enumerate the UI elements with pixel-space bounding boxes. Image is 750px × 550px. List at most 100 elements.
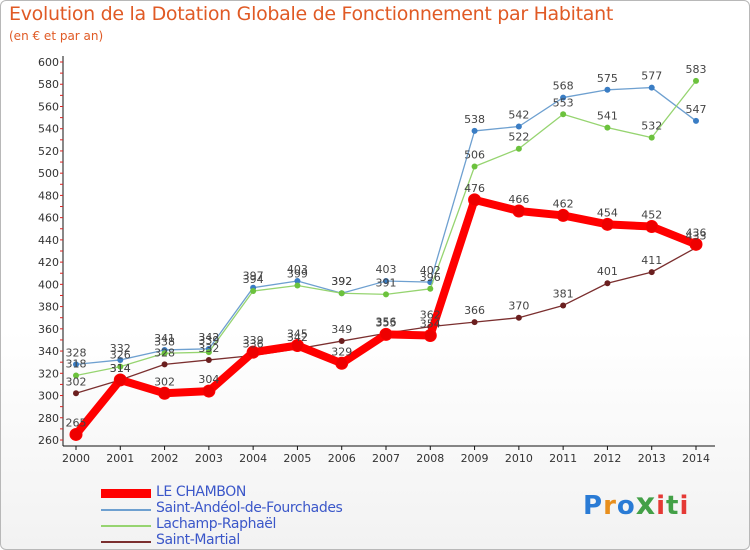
x-tick-label: 2012 — [593, 452, 621, 465]
y-tick-label: 380 — [38, 301, 59, 314]
data-point — [515, 123, 522, 130]
data-point — [338, 290, 345, 297]
data-label: 403 — [376, 263, 397, 276]
logo-letter: r — [603, 491, 617, 521]
data-label: 436 — [686, 226, 707, 239]
legend-label: LE CHAMBON — [156, 484, 246, 500]
y-tick-label: 400 — [38, 278, 59, 291]
data-label: 302 — [154, 375, 175, 388]
data-label: 362 — [420, 309, 441, 322]
data-point — [113, 373, 127, 387]
data-point — [471, 163, 478, 170]
data-label: 396 — [420, 271, 441, 284]
y-tick-label: 340 — [38, 345, 59, 358]
data-point — [69, 427, 83, 441]
data-point — [515, 314, 522, 321]
data-label: 339 — [198, 334, 219, 347]
x-tick-label: 2011 — [549, 452, 577, 465]
x-tick-label: 2013 — [638, 452, 666, 465]
data-label: 541 — [597, 110, 618, 123]
data-point — [73, 361, 79, 368]
data-point — [648, 84, 655, 91]
data-label: 329 — [331, 345, 352, 358]
x-tick-label: 2003 — [195, 452, 223, 465]
data-label: 577 — [641, 70, 662, 83]
data-label: 462 — [553, 197, 574, 210]
data-point — [604, 86, 611, 93]
data-point — [205, 356, 212, 363]
data-point — [379, 327, 393, 341]
y-tick-label: 360 — [38, 323, 59, 336]
data-label: 326 — [110, 349, 131, 362]
data-point — [604, 124, 611, 131]
data-label: 366 — [464, 304, 485, 317]
logo-letter: P — [583, 491, 604, 521]
data-label: 332 — [198, 342, 219, 355]
axes: 260 280 300 320 340 360 380 400 420 440 460 480 500 5… — [38, 56, 715, 465]
x-tick-label: 2007 — [372, 452, 400, 465]
data-label: 452 — [641, 209, 662, 222]
data-point — [468, 193, 482, 207]
data-point — [471, 127, 478, 134]
data-point — [161, 350, 168, 357]
logo-letter: i — [679, 491, 690, 521]
y-tick-label: 480 — [38, 189, 59, 202]
data-point — [648, 269, 655, 276]
data-label: 339 — [243, 334, 264, 347]
data-label: 392 — [331, 275, 352, 288]
data-labels: 328 332 341 342 397 403 392 403 402 538 542 568 575 5… — [66, 63, 707, 430]
data-point — [335, 356, 349, 370]
legend-label: Saint-Andéol-de-Fourchades — [156, 500, 343, 516]
legend-swatch — [101, 525, 151, 527]
data-point — [73, 372, 79, 379]
data-point — [645, 220, 659, 234]
data-label: 411 — [641, 254, 662, 267]
data-point — [383, 278, 389, 285]
data-point — [689, 237, 703, 251]
data-point — [117, 363, 124, 370]
data-label: 318 — [66, 358, 87, 371]
data-label: 506 — [464, 149, 485, 162]
y-tick-label: 520 — [38, 145, 59, 158]
data-label: 314 — [110, 362, 131, 375]
data-label: 304 — [198, 373, 219, 386]
data-point — [427, 285, 434, 292]
data-label: 433 — [686, 230, 707, 243]
data-label: 302 — [66, 375, 87, 388]
data-label: 466 — [508, 193, 529, 206]
legend-label: Saint-Martial — [156, 532, 240, 548]
data-point — [383, 291, 389, 298]
x-tick-label: 2014 — [682, 452, 710, 465]
series-lines — [69, 77, 703, 441]
data-label: 401 — [597, 265, 618, 278]
legend-swatch — [101, 541, 151, 543]
data-label: 314 — [110, 362, 131, 375]
y-tick-label: 320 — [38, 367, 59, 380]
data-label: 265 — [66, 416, 87, 429]
data-label: 345 — [287, 328, 308, 341]
data-point — [471, 319, 478, 326]
y-tick-label: 280 — [38, 412, 59, 425]
data-label: 542 — [508, 108, 529, 121]
data-label: 568 — [553, 80, 574, 93]
data-label: 397 — [243, 270, 264, 283]
data-label: 328 — [66, 346, 87, 359]
data-label: 370 — [508, 300, 529, 313]
y-tick-label: 500 — [38, 167, 59, 180]
x-tick-label: 2000 — [62, 452, 90, 465]
data-point — [560, 111, 567, 118]
x-tick-label: 2008 — [416, 452, 444, 465]
data-point — [290, 339, 304, 352]
x-tick-label: 2002 — [151, 452, 179, 465]
data-label: 399 — [287, 267, 308, 280]
data-label: 583 — [686, 63, 707, 76]
data-point — [294, 282, 301, 289]
y-tick-label: 540 — [38, 123, 59, 136]
data-point — [161, 361, 168, 368]
data-point — [693, 117, 699, 124]
logo-letter: x — [635, 487, 657, 522]
data-point — [338, 338, 345, 345]
data-label: 575 — [597, 72, 618, 85]
